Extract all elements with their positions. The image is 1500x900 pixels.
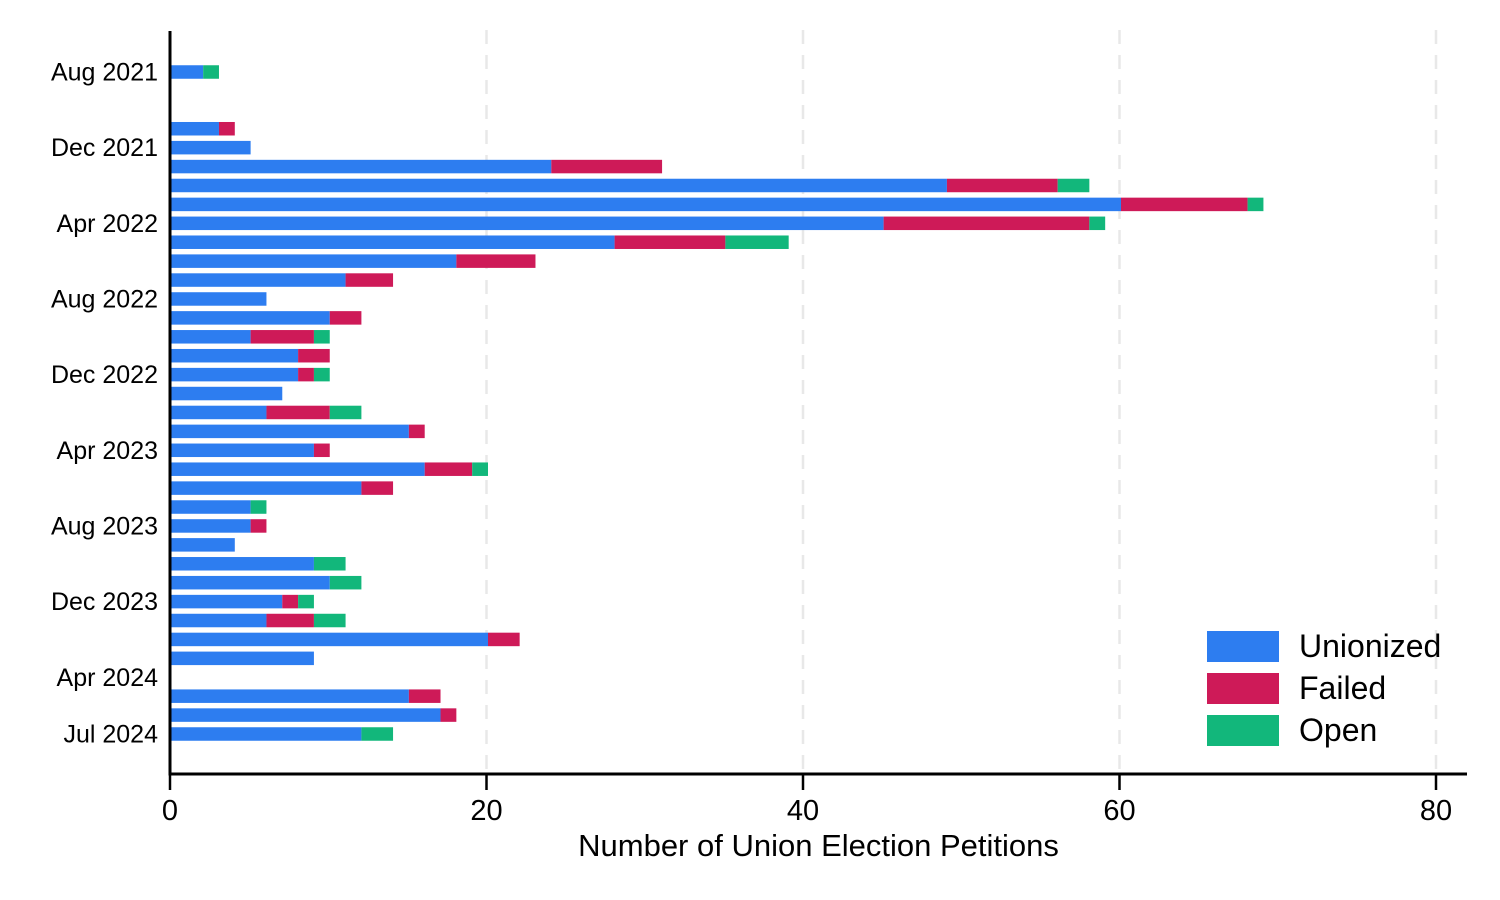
- bar-segment-may-2023-unionized: [171, 462, 425, 476]
- bar-segment-mar-2022-unionized: [171, 197, 1121, 212]
- bar-segment-feb-2023-failed: [266, 405, 330, 420]
- bar-segment-apr-2023-failed: [313, 443, 330, 458]
- bar-segment-feb-2023-unionized: [171, 405, 267, 420]
- bar-segment-apr-2023-unionized: [171, 443, 314, 458]
- bar-segment-nov-2023-open: [329, 575, 362, 590]
- bar-segment-jan-2023-unionized: [171, 386, 283, 401]
- x-tick-label-0: 0: [162, 795, 178, 827]
- legend-swatch-unionized: [1207, 631, 1279, 662]
- x-axis-title: Number of Union Election Petitions: [578, 828, 1059, 863]
- bar-segment-jun-2024-unionized: [171, 708, 441, 722]
- bar-segment-jun-2023-unionized: [171, 481, 362, 495]
- bar-segment-apr-2022-failed: [883, 216, 1090, 231]
- bar-segment-jul-2023-unionized: [171, 500, 251, 514]
- bar-segment-apr-2022-unionized: [171, 216, 884, 231]
- y-tick-label-aug-2023: Aug 2023: [51, 512, 158, 540]
- legend-label-open: Open: [1299, 712, 1378, 748]
- bar-segment-dec-2021-unionized: [171, 140, 251, 155]
- bar-segment-nov-2021-failed: [218, 121, 235, 136]
- legend-row-unionized: Unionized: [1207, 628, 1442, 664]
- bar-segment-may-2022-open: [725, 235, 789, 249]
- x-tick-label-20: 20: [470, 795, 502, 827]
- bar-segment-feb-2023-open: [329, 405, 362, 420]
- bar-segment-may-2022-failed: [614, 235, 726, 249]
- bar-segment-dec-2023-open: [298, 594, 314, 609]
- bar-segment-nov-2022-failed: [298, 348, 330, 363]
- bar-segment-nov-2023-unionized: [171, 575, 330, 590]
- bar-segment-dec-2023-unionized: [171, 594, 283, 609]
- bar-segment-aug-2021-open: [203, 65, 219, 79]
- bar-segment-feb-2024-unionized: [171, 632, 488, 647]
- bar-segment-mar-2024-unionized: [171, 651, 314, 666]
- bar-segment-jun-2022-failed: [456, 254, 536, 268]
- bar-segment-aug-2022-unionized: [171, 292, 267, 306]
- bar-segment-dec-2022-open: [313, 367, 330, 382]
- bar-segment-jan-2022-unionized: [171, 159, 552, 174]
- bar-segment-sep-2022-unionized: [171, 311, 330, 325]
- bar-segment-jan-2022-failed: [551, 159, 663, 174]
- legend-swatch-failed: [1207, 673, 1279, 704]
- y-tick-label-apr-2022: Apr 2022: [57, 210, 158, 238]
- bar-segment-oct-2022-open: [313, 330, 330, 344]
- bar-segment-jan-2024-open: [313, 613, 346, 628]
- bar-segment-feb-2024-failed: [488, 632, 520, 647]
- y-tick-label-apr-2023: Apr 2023: [57, 437, 158, 465]
- bar-segment-dec-2023-failed: [282, 594, 299, 609]
- bar-segment-feb-2022-unionized: [171, 178, 947, 193]
- legend-row-failed: Failed: [1207, 670, 1441, 706]
- legend: Unionized Failed Open: [1207, 628, 1442, 757]
- bar-segment-jul-2022-unionized: [171, 273, 346, 287]
- bar-segment-mar-2022-failed: [1121, 197, 1248, 212]
- bar-segment-mar-2023-unionized: [171, 424, 409, 439]
- bar-segment-may-2022-unionized: [171, 235, 615, 249]
- x-tick-label-60: 60: [1103, 795, 1135, 827]
- bar-segment-dec-2022-unionized: [171, 367, 299, 382]
- y-tick-label-aug-2021: Aug 2021: [51, 59, 158, 87]
- bar-segment-nov-2022-unionized: [171, 348, 299, 363]
- y-tick-label-apr-2024: Apr 2024: [57, 664, 159, 692]
- bar-segment-sep-2022-failed: [329, 311, 362, 325]
- legend-row-open: Open: [1207, 712, 1441, 748]
- bar-segment-aug-2021-unionized: [171, 65, 204, 79]
- bar-segment-apr-2022-open: [1089, 216, 1106, 231]
- bar-segment-jul-2024-open: [361, 727, 394, 741]
- bar-segment-may-2024-failed: [408, 689, 441, 703]
- bar-segment-may-2023-open: [472, 462, 488, 476]
- y-tick-label-aug-2022: Aug 2022: [51, 285, 158, 313]
- x-tick-label-40: 40: [787, 795, 819, 827]
- bar-segment-dec-2022-failed: [298, 367, 314, 382]
- bar-segment-jan-2024-failed: [266, 613, 314, 628]
- bar-segment-aug-2023-failed: [250, 519, 267, 533]
- y-tick-label-dec-2021: Dec 2021: [51, 134, 158, 162]
- bar-segment-feb-2022-open: [1057, 178, 1090, 193]
- bar-segment-oct-2022-unionized: [171, 330, 251, 344]
- y-tick-label-jul-2024: Jul 2024: [63, 721, 158, 749]
- bar-segment-nov-2021-unionized: [171, 121, 219, 136]
- bar-segment-jan-2024-unionized: [171, 613, 267, 628]
- bar-segment-oct-2023-unionized: [171, 557, 314, 571]
- bar-segment-may-2023-failed: [424, 462, 473, 476]
- bar-segment-aug-2023-unionized: [171, 519, 251, 533]
- bar-segment-jul-2022-failed: [345, 273, 394, 287]
- bar-segment-sep-2023-unionized: [171, 538, 235, 552]
- y-tick-label-dec-2022: Dec 2022: [51, 361, 158, 389]
- bar-segment-jun-2024-failed: [440, 708, 457, 722]
- y-tick-label-dec-2023: Dec 2023: [51, 588, 158, 616]
- bar-segment-jun-2023-failed: [361, 481, 394, 495]
- bar-segment-jul-2023-open: [250, 500, 267, 514]
- x-tick-label-80: 80: [1420, 795, 1452, 827]
- bar-segment-jul-2024-unionized: [171, 727, 362, 741]
- legend-label-failed: Failed: [1299, 670, 1387, 706]
- legend-swatch-open: [1207, 715, 1279, 746]
- legend-label-unionized: Unionized: [1299, 628, 1442, 664]
- bar-segment-oct-2022-failed: [250, 330, 314, 344]
- bar-segment-jun-2022-unionized: [171, 254, 457, 268]
- bar-segment-mar-2023-failed: [408, 424, 425, 439]
- bar-segment-oct-2023-open: [313, 557, 346, 571]
- bar-segment-feb-2022-failed: [946, 178, 1058, 193]
- bar-segment-may-2024-unionized: [171, 689, 409, 703]
- bar-segment-mar-2022-open: [1247, 197, 1264, 212]
